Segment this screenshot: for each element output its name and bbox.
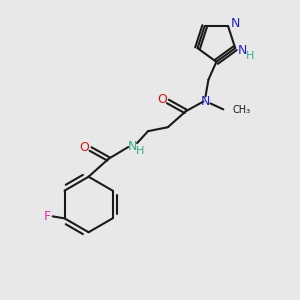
Text: N: N [230, 17, 240, 31]
Text: H: H [246, 51, 254, 61]
Text: CH₃: CH₃ [232, 105, 250, 116]
Text: N: N [238, 44, 247, 57]
Text: F: F [44, 210, 51, 223]
Text: O: O [80, 140, 89, 154]
Text: N: N [128, 140, 137, 152]
Text: N: N [201, 95, 210, 108]
Text: O: O [157, 93, 167, 106]
Text: H: H [136, 146, 144, 156]
